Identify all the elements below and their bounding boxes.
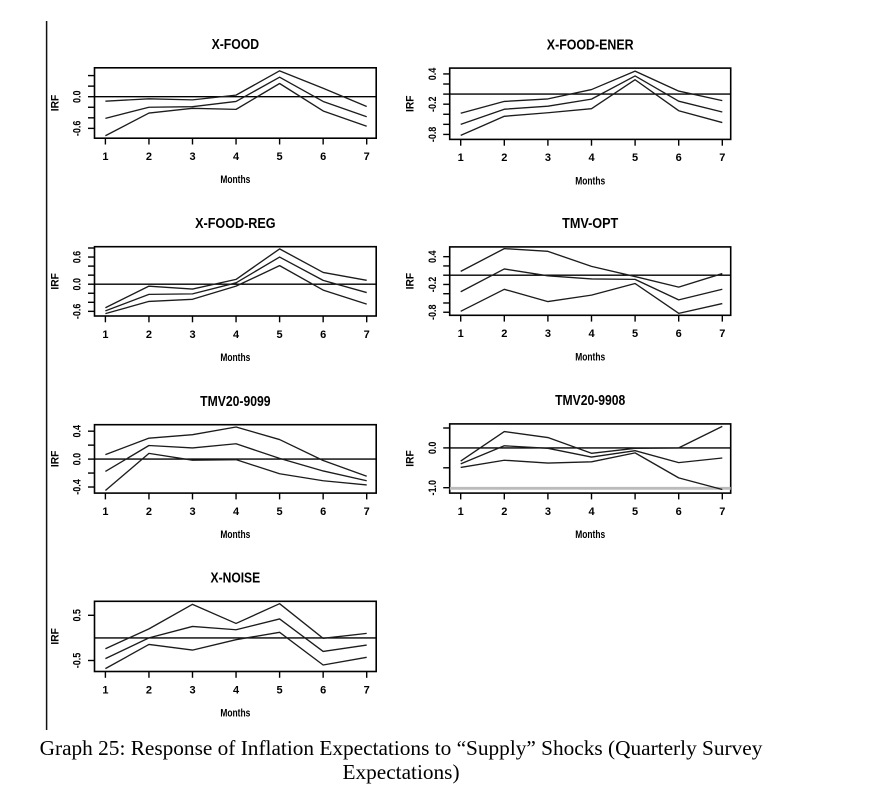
svg-text:4: 4: [233, 506, 240, 518]
svg-text:Months: Months: [220, 174, 250, 186]
svg-text:6: 6: [676, 328, 682, 340]
svg-text:4: 4: [233, 151, 240, 163]
svg-text:0.0: 0.0: [72, 278, 84, 291]
svg-text:2: 2: [501, 328, 507, 340]
svg-text:7: 7: [719, 152, 725, 164]
svg-text:-0.5: -0.5: [72, 653, 84, 669]
svg-text:6: 6: [676, 152, 682, 164]
svg-text:-0.2: -0.2: [427, 96, 439, 112]
svg-text:5: 5: [277, 151, 283, 163]
svg-text:Months: Months: [575, 529, 605, 541]
svg-text:Months: Months: [575, 175, 605, 187]
svg-text:4: 4: [588, 152, 595, 164]
svg-text:-0.8: -0.8: [427, 127, 439, 143]
svg-text:3: 3: [545, 152, 551, 164]
svg-text:IRF: IRF: [49, 628, 61, 645]
svg-text:5: 5: [632, 152, 638, 164]
svg-text:7: 7: [364, 506, 370, 518]
svg-text:Months: Months: [220, 352, 250, 364]
svg-text:IRF: IRF: [49, 273, 61, 290]
svg-text:2: 2: [501, 152, 507, 164]
svg-text:-0.8: -0.8: [427, 304, 439, 320]
svg-text:5: 5: [277, 684, 283, 696]
svg-text:0.0: 0.0: [427, 442, 439, 455]
svg-text:-0.6: -0.6: [72, 121, 84, 137]
svg-text:Months: Months: [575, 351, 605, 363]
svg-text:-0.4: -0.4: [72, 479, 84, 495]
svg-text:X-FOOD-ENER: X-FOOD-ENER: [547, 37, 634, 53]
svg-text:2: 2: [146, 151, 152, 163]
svg-text:0.0: 0.0: [72, 90, 84, 103]
svg-text:0.4: 0.4: [427, 67, 439, 80]
svg-text:X-FOOD-REG: X-FOOD-REG: [195, 216, 276, 232]
svg-text:-0.2: -0.2: [427, 277, 439, 293]
svg-text:1: 1: [102, 506, 108, 518]
svg-text:IRF: IRF: [405, 273, 417, 290]
svg-text:X-NOISE: X-NOISE: [211, 571, 261, 587]
svg-text:Months: Months: [220, 529, 250, 541]
svg-text:2: 2: [146, 506, 152, 518]
svg-text:0.5: 0.5: [72, 609, 84, 622]
svg-text:2: 2: [501, 506, 507, 518]
svg-text:6: 6: [676, 506, 682, 518]
svg-text:7: 7: [364, 329, 370, 341]
svg-text:6: 6: [320, 329, 326, 341]
svg-text:5: 5: [277, 329, 283, 341]
svg-text:1: 1: [102, 684, 108, 696]
svg-text:TMV20-9908: TMV20-9908: [555, 393, 625, 409]
svg-text:4: 4: [233, 684, 240, 696]
svg-text:2: 2: [146, 684, 152, 696]
svg-text:6: 6: [320, 684, 326, 696]
svg-text:4: 4: [588, 328, 595, 340]
svg-text:1: 1: [102, 151, 108, 163]
svg-text:0.6: 0.6: [72, 251, 84, 264]
svg-text:0.0: 0.0: [72, 453, 84, 466]
svg-text:1: 1: [458, 152, 464, 164]
svg-text:3: 3: [545, 328, 551, 340]
svg-text:X-FOOD: X-FOOD: [212, 37, 260, 53]
svg-text:0.4: 0.4: [427, 250, 439, 263]
svg-text:7: 7: [364, 684, 370, 696]
svg-text:6: 6: [320, 506, 326, 518]
svg-text:7: 7: [719, 506, 725, 518]
svg-text:6: 6: [320, 151, 326, 163]
svg-text:-0.6: -0.6: [72, 304, 84, 320]
svg-text:-1.0: -1.0: [427, 480, 439, 496]
svg-text:3: 3: [189, 506, 195, 518]
svg-text:7: 7: [364, 151, 370, 163]
svg-text:Months: Months: [220, 708, 250, 720]
svg-text:IRF: IRF: [49, 95, 61, 112]
svg-text:5: 5: [632, 506, 638, 518]
svg-text:IRF: IRF: [405, 95, 417, 112]
svg-text:TMV20-9099: TMV20-9099: [200, 394, 270, 410]
svg-text:3: 3: [189, 684, 195, 696]
svg-text:3: 3: [189, 151, 195, 163]
svg-text:5: 5: [632, 328, 638, 340]
svg-text:1: 1: [102, 329, 108, 341]
svg-text:2: 2: [146, 329, 152, 341]
svg-text:1: 1: [458, 328, 464, 340]
svg-text:IRF: IRF: [405, 450, 417, 467]
svg-text:3: 3: [189, 329, 195, 341]
svg-text:4: 4: [233, 329, 240, 341]
svg-text:7: 7: [719, 328, 725, 340]
svg-text:3: 3: [545, 506, 551, 518]
svg-text:0.4: 0.4: [72, 424, 84, 437]
svg-text:4: 4: [588, 506, 595, 518]
svg-text:TMV-OPT: TMV-OPT: [562, 216, 618, 232]
svg-text:IRF: IRF: [49, 450, 61, 467]
svg-text:5: 5: [277, 506, 283, 518]
svg-text:1: 1: [458, 506, 464, 518]
